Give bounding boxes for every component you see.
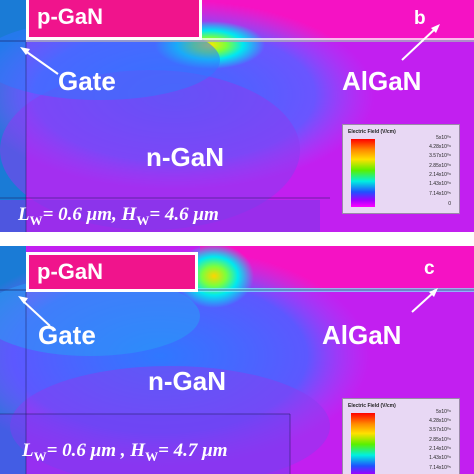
legend-tick: 7.14x10⁰⁵ (429, 191, 451, 197)
legend-tick: 4.28x10⁰⁶ (429, 144, 451, 150)
n-gan-label: n-GaN (148, 366, 226, 396)
legend-tick: 5x10⁰⁶ (436, 135, 451, 141)
electric-field-legend: Electric Field (V/cm) 5x10⁰⁶ 4.28x10⁰⁶ 3… (342, 398, 460, 474)
legend-tick: 7.14x10⁰⁵ (429, 465, 451, 471)
legend-tick: 4.28x10⁰⁶ (429, 418, 451, 424)
p-gan-label: p-GaN (26, 252, 198, 292)
hw-symbol: H (130, 440, 146, 461)
field-map-panel-b: p-GaN Gate AlGaN n-GaN b LW= 0.6 μm, HW=… (0, 0, 474, 232)
legend-title: Electric Field (V/cm) (348, 403, 396, 409)
electric-field-contour-b (0, 0, 474, 232)
gate-arrow-b (20, 47, 59, 75)
legend-tick: 1.43x10⁰⁶ (429, 181, 451, 187)
lw-value: = 0.6 μm , (46, 440, 131, 461)
lw-symbol: L (22, 440, 34, 461)
p-gan-label: p-GaN (26, 0, 202, 40)
panel-letter: b (414, 8, 426, 29)
gate-label: Gate (38, 320, 96, 350)
legend-tick: 5x10⁰⁶ (436, 409, 451, 415)
dimension-label: LW= 0.6 μm, HW= 4.6 μm (18, 204, 219, 229)
legend-tick: 3.57x10⁰⁶ (429, 153, 451, 159)
dimension-label: LW= 0.6 μm , HW= 4.7 μm (22, 440, 228, 465)
legend-tick: 2.85x10⁰⁶ (429, 437, 451, 443)
legend-tick: 3.57x10⁰⁶ (429, 427, 451, 433)
algan-arrow-b (401, 24, 440, 61)
legend-tick: 1.43x10⁰⁶ (429, 455, 451, 461)
gate-label: Gate (58, 66, 116, 96)
hw-symbol: H (121, 204, 137, 225)
legend-ticks: 5x10⁰⁶ 4.28x10⁰⁶ 3.57x10⁰⁶ 2.85x10⁰⁶ 2.1… (379, 409, 455, 474)
legend-tick: 2.14x10⁰⁶ (429, 446, 451, 452)
legend-color-bar (351, 413, 375, 474)
hw-value: = 4.7 μm (158, 440, 228, 461)
algan-label: AlGaN (322, 320, 402, 350)
algan-arrow-c (411, 288, 438, 313)
electric-field-legend: Electric Field (V/cm) 5x10⁰⁶ 4.28x10⁰⁶ 3… (342, 124, 460, 214)
legend-tick: 0 (448, 201, 451, 207)
lw-symbol: L (18, 204, 30, 225)
lw-value: = 0.6 μm, (42, 204, 122, 225)
lw-subscript: W (33, 448, 47, 464)
gate-arrow-c (18, 296, 51, 327)
legend-color-bar (351, 139, 375, 207)
panel-letter: c (424, 258, 435, 279)
legend-tick: 2.85x10⁰⁶ (429, 163, 451, 169)
hw-value: = 4.6 μm (149, 204, 219, 225)
hw-subscript: W (136, 212, 150, 228)
legend-title: Electric Field (V/cm) (348, 129, 396, 135)
lw-subscript: W (29, 212, 43, 228)
legend-tick: 2.14x10⁰⁶ (429, 172, 451, 178)
field-map-panel-c: p-GaN Gate AlGaN n-GaN c LW= 0.6 μm , HW… (0, 246, 474, 474)
n-gan-label: n-GaN (146, 142, 224, 172)
hw-subscript: W (145, 448, 159, 464)
legend-ticks: 5x10⁰⁶ 4.28x10⁰⁶ 3.57x10⁰⁶ 2.85x10⁰⁶ 2.1… (379, 135, 455, 209)
algan-label: AlGaN (342, 66, 422, 96)
